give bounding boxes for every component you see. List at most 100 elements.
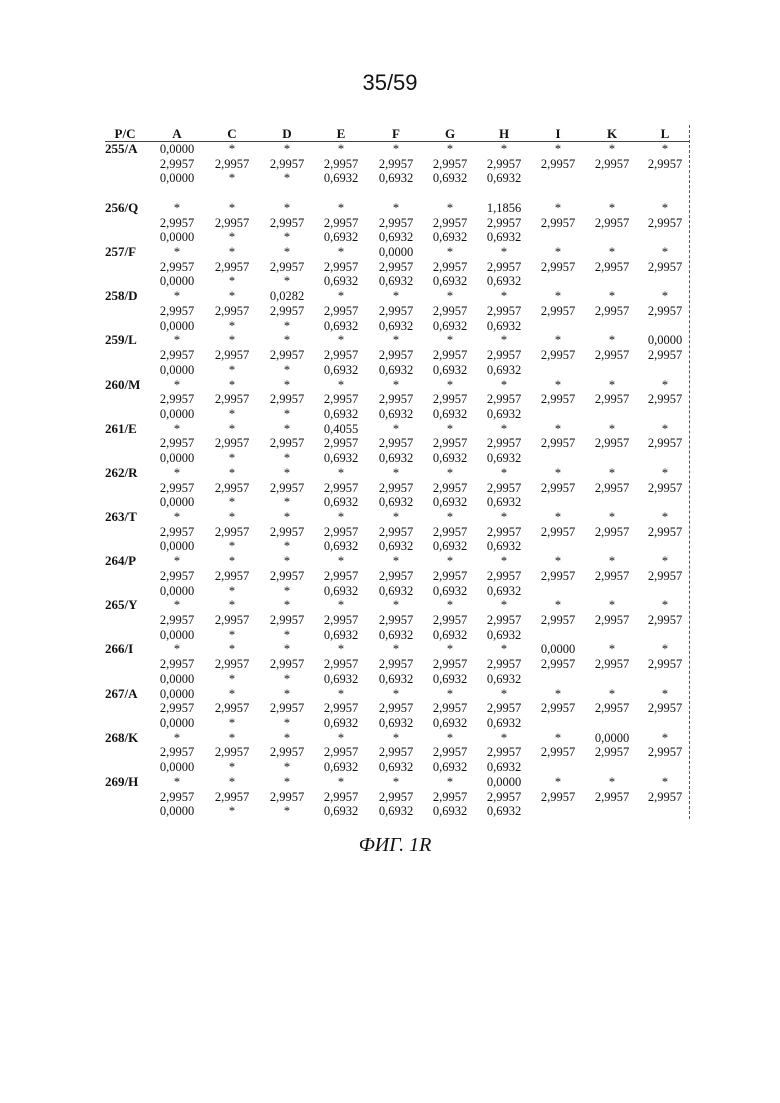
cell-value: * [593, 687, 631, 702]
cell-value: 0,6932 [322, 804, 360, 819]
cell-value: 0,6932 [377, 451, 415, 466]
cell-value: 2,9957 [431, 304, 469, 319]
cell-value: 2,9957 [213, 481, 251, 496]
row-line: 264/P********** [105, 554, 690, 569]
cell-value: 0,6932 [485, 230, 523, 245]
cell-value: * [431, 333, 469, 348]
cell-value: * [539, 554, 577, 569]
cell-value: 2,9957 [593, 481, 631, 496]
cell-value: 0,6932 [322, 495, 360, 510]
cell-value: 2,9957 [539, 392, 577, 407]
column-header: F [378, 126, 414, 142]
cell-value: * [539, 201, 577, 216]
cell-value: 2,9957 [213, 260, 251, 275]
cell-value: 2,9957 [268, 790, 306, 805]
cell-value: * [539, 510, 577, 525]
cell-value: 2,9957 [213, 613, 251, 628]
cell-value: * [431, 201, 469, 216]
table-row: 266/I*******0,0000**2,99572,99572,99572,… [105, 642, 690, 686]
cell-value: * [593, 333, 631, 348]
cell-value: 2,9957 [377, 701, 415, 716]
cell-value: 0,6932 [377, 407, 415, 422]
cell-value: 0,6932 [431, 584, 469, 599]
cell-value: 2,9957 [377, 745, 415, 760]
cell-value: 0,6932 [485, 407, 523, 422]
column-header: K [594, 126, 630, 142]
cell-value: 2,9957 [539, 745, 577, 760]
cell-value: * [268, 333, 306, 348]
cell-value: 2,9957 [158, 157, 196, 172]
cell-value: * [322, 598, 360, 613]
row-line: 0,0000**0,69320,69320,69320,6932 [105, 716, 690, 731]
cell-value: * [158, 731, 196, 746]
cell-value: 0,6932 [377, 319, 415, 334]
cell-value: 0,6932 [431, 407, 469, 422]
cell-value: 2,9957 [268, 569, 306, 584]
cell-value: * [268, 760, 306, 775]
cell-value: * [213, 142, 251, 157]
cell-value: 0,6932 [322, 407, 360, 422]
cell-value: * [646, 642, 684, 657]
cell-value: 2,9957 [322, 392, 360, 407]
cell-value: 2,9957 [322, 157, 360, 172]
cell-value: 0,6932 [377, 672, 415, 687]
row-label: 263/T [105, 510, 141, 525]
cell-value: * [213, 230, 251, 245]
cell-value: * [539, 422, 577, 437]
column-header: E [323, 126, 359, 142]
cell-value: 2,9957 [485, 745, 523, 760]
cell-value: 0,0000 [158, 319, 196, 334]
cell-value: * [213, 171, 251, 186]
cell-value: 2,9957 [158, 745, 196, 760]
row-line: 259/L*********0,0000 [105, 333, 690, 348]
cell-value: 0,6932 [377, 716, 415, 731]
cell-value: 2,9957 [431, 216, 469, 231]
cell-value: 2,9957 [158, 613, 196, 628]
cell-value: * [268, 451, 306, 466]
cell-value: * [213, 495, 251, 510]
cell-value: * [485, 554, 523, 569]
cell-value: 2,9957 [539, 304, 577, 319]
cell-value: * [431, 142, 469, 157]
cell-value: 2,9957 [213, 157, 251, 172]
cell-value: 0,6932 [485, 760, 523, 775]
cell-value: * [213, 584, 251, 599]
cell-value: * [322, 554, 360, 569]
row-label: 266/I [105, 642, 141, 657]
cell-value: 0,4055 [322, 422, 360, 437]
cell-value: * [431, 642, 469, 657]
cell-value: 0,6932 [431, 804, 469, 819]
table-row: 259/L*********0,00002,99572,99572,99572,… [105, 333, 690, 377]
column-header: L [647, 126, 683, 142]
cell-value: 0,6932 [485, 495, 523, 510]
cell-value: * [322, 731, 360, 746]
cell-value: 2,9957 [377, 348, 415, 363]
cell-value: 2,9957 [485, 701, 523, 716]
cell-value: 2,9957 [485, 348, 523, 363]
cell-value: 2,9957 [377, 392, 415, 407]
cell-value: 2,9957 [322, 216, 360, 231]
row-line: 0,0000**0,69320,69320,69320,6932 [105, 539, 690, 554]
cell-value: 0,6932 [322, 760, 360, 775]
cell-value: 2,9957 [646, 481, 684, 496]
spacer [105, 186, 690, 201]
cell-value: 2,9957 [485, 304, 523, 319]
cell-value: * [213, 731, 251, 746]
cell-value: 2,9957 [593, 304, 631, 319]
cell-value: 0,0000 [539, 642, 577, 657]
cell-value: 2,9957 [539, 436, 577, 451]
cell-value: * [268, 363, 306, 378]
header-corner: P/C [107, 126, 143, 142]
table-row: 267/A0,0000*********2,99572,99572,99572,… [105, 687, 690, 731]
cell-value: * [213, 760, 251, 775]
cell-value: 2,9957 [646, 790, 684, 805]
row-line: 2,99572,99572,99572,99572,99572,99572,99… [105, 216, 690, 231]
cell-value: * [377, 642, 415, 657]
cell-value: 2,9957 [485, 157, 523, 172]
cell-value: 0,6932 [431, 363, 469, 378]
column-header: A [159, 126, 195, 142]
cell-value: 2,9957 [268, 613, 306, 628]
cell-value: 0,6932 [485, 672, 523, 687]
cell-value: * [593, 422, 631, 437]
cell-value: * [646, 142, 684, 157]
